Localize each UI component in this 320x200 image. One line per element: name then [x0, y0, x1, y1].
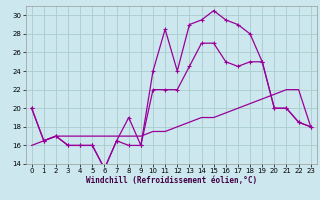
X-axis label: Windchill (Refroidissement éolien,°C): Windchill (Refroidissement éolien,°C)	[86, 176, 257, 185]
